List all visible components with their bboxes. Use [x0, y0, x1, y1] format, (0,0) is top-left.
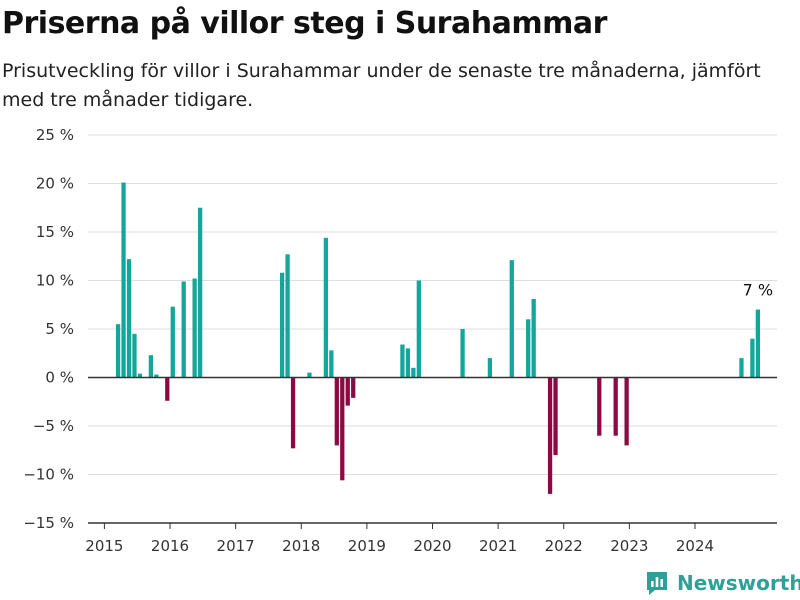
chart-title: Priserna på villor steg i Surahammar: [2, 6, 607, 41]
bar-positive: [460, 329, 465, 378]
bar-negative: [553, 377, 558, 456]
y-tick-label: −10 %: [23, 466, 74, 484]
bar-negative: [290, 377, 296, 449]
y-tick-label: 15 %: [36, 223, 74, 241]
bar-positive: [739, 358, 744, 378]
bar-positive: [329, 350, 334, 378]
x-tick-label: 2023: [610, 537, 648, 555]
bar-positive: [154, 374, 159, 378]
x-tick-label: 2017: [217, 537, 255, 555]
y-tick-label: 10 %: [36, 272, 74, 290]
newsworthy-logo-icon: [647, 572, 667, 595]
y-tick-label: 25 %: [36, 126, 74, 144]
x-tick-label: 2015: [85, 537, 123, 555]
bar-positive: [307, 372, 312, 378]
bar-negative: [547, 377, 553, 494]
x-tick-label: 2024: [676, 537, 714, 555]
bar-positive: [526, 319, 531, 378]
y-tick-label: 5 %: [45, 320, 74, 338]
y-tick-label: −5 %: [33, 417, 74, 435]
bar-negative: [334, 377, 339, 446]
bar-positive: [192, 278, 197, 378]
bar-positive: [197, 207, 203, 378]
bar-negative: [165, 377, 170, 401]
x-tick-label: 2022: [545, 537, 583, 555]
bar-positive: [121, 182, 126, 378]
x-tick-label: 2016: [151, 537, 189, 555]
bar-positive: [509, 260, 514, 378]
y-tick-label: −15 %: [23, 514, 74, 532]
bar-positive: [411, 367, 416, 378]
x-tick-label: 2019: [348, 537, 386, 555]
bar-positive: [148, 355, 154, 378]
bar-positive: [323, 237, 329, 378]
bar-positive: [181, 281, 186, 378]
bar-positive: [132, 333, 137, 378]
bar-positive: [400, 344, 405, 378]
bar-negative: [613, 377, 618, 436]
bar-positive: [531, 298, 536, 378]
annotation-label: 7 %: [743, 281, 773, 300]
bar-negative: [340, 377, 345, 481]
y-tick-label: 0 %: [45, 369, 74, 387]
x-tick-label: 2020: [413, 537, 451, 555]
bar-positive: [137, 373, 143, 378]
bar-positive: [405, 348, 411, 378]
y-tick-label: 20 %: [36, 175, 74, 193]
bar-positive: [750, 338, 755, 378]
chart-subtitle: Prisutveckling för villor i Surahammar u…: [2, 60, 761, 111]
bar-positive: [487, 358, 493, 378]
bar-negative: [597, 377, 602, 436]
bar-positive: [285, 254, 290, 378]
brand-logo: Newsworthy: [645, 567, 800, 599]
bar-positive: [126, 259, 132, 378]
bar-positive: [416, 280, 421, 378]
x-tick-label: 2018: [282, 537, 320, 555]
bar-positive: [755, 309, 760, 378]
bar-positive: [170, 306, 175, 378]
bar-positive: [279, 272, 285, 378]
brand-name: Newsworthy: [677, 571, 800, 595]
bar-negative: [624, 377, 629, 446]
bar-negative: [351, 377, 356, 398]
bar-negative: [345, 377, 350, 406]
x-tick-label: 2021: [479, 537, 517, 555]
bar-positive: [115, 324, 121, 378]
